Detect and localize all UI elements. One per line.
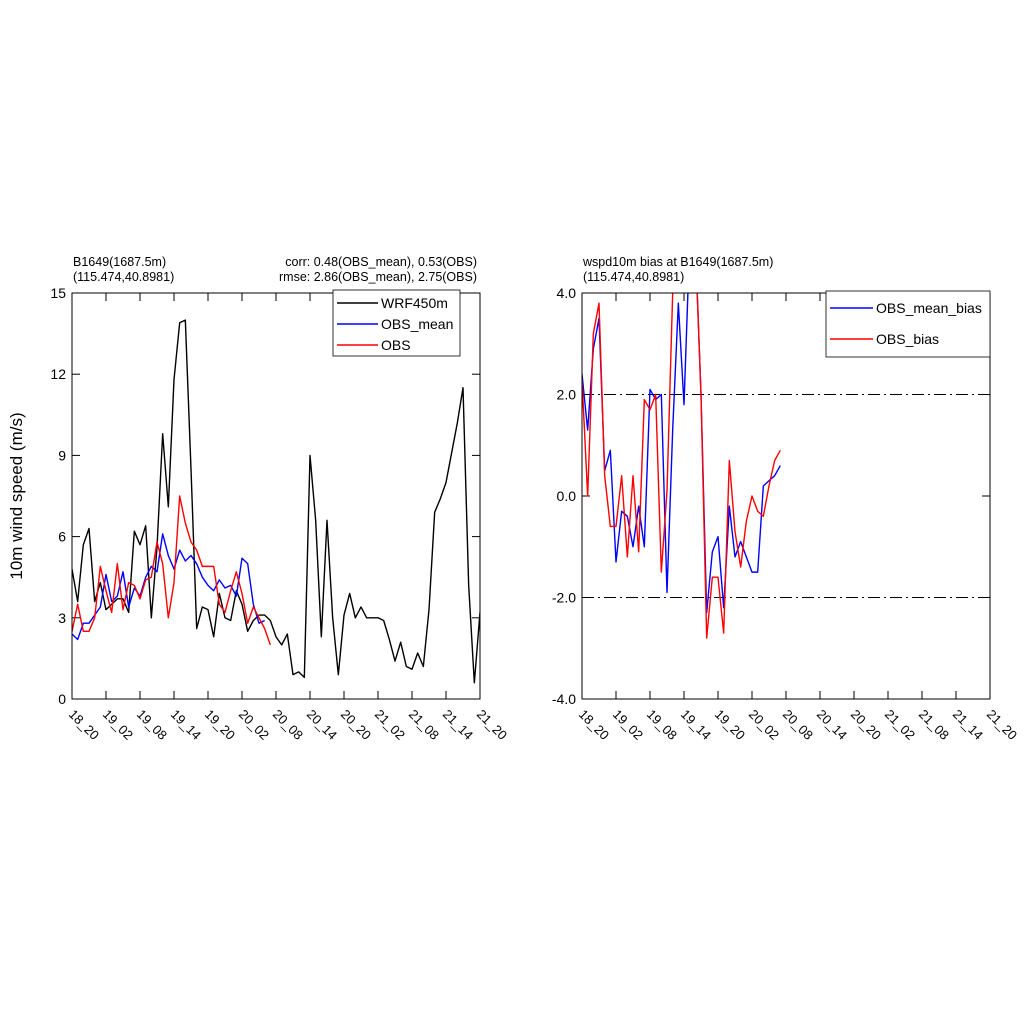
x-tick-label: 19_02	[100, 707, 136, 743]
chart-title: wspd10m bias at B1649(1687.5m)	[582, 255, 773, 269]
x-tick-label: 20_02	[236, 707, 272, 743]
x-tick-label: 21_08	[916, 707, 952, 743]
x-tick-label: 19_08	[134, 707, 170, 743]
x-tick-label: 20_14	[304, 707, 340, 743]
y-tick-label: 4.0	[557, 285, 577, 301]
y-tick-label: 3	[58, 610, 66, 626]
x-tick-label: 20_14	[814, 707, 850, 743]
x-tick-label: 21_02	[882, 707, 918, 743]
plot-frame	[71, 292, 481, 700]
legend-label: OBS_bias	[876, 331, 939, 347]
series-line	[72, 495, 271, 646]
x-tick-label: 19_14	[678, 707, 714, 743]
y-tick-label: 2.0	[557, 387, 577, 403]
x-tick-label: 18_20	[576, 707, 612, 743]
series-line	[582, 293, 781, 614]
stats-text: corr: 0.48(OBS_mean), 0.53(OBS)	[285, 255, 477, 269]
legend-label: OBS	[381, 337, 411, 353]
x-tick-label: 21_14	[440, 707, 476, 743]
x-tick-label: 21_14	[950, 707, 986, 743]
x-tick-label: 19_14	[168, 707, 204, 743]
legend-label: WRF450m	[381, 295, 448, 311]
x-tick-label: 20_08	[780, 707, 816, 743]
y-tick-label: 0.0	[557, 488, 577, 504]
stats-text: rmse: 2.86(OBS_mean), 2.75(OBS)	[279, 270, 477, 284]
x-tick-label: 21_08	[406, 707, 442, 743]
y-axis-label: 10m wind speed (m/s)	[7, 412, 26, 579]
plot-area	[582, 293, 781, 639]
chart-title: (115.474,40.8981)	[73, 270, 174, 284]
x-tick-label: 18_20	[66, 707, 102, 743]
legend-box	[825, 290, 991, 358]
legend-label: OBS_mean_bias	[876, 300, 982, 316]
x-tick-label: 20_20	[848, 707, 884, 743]
y-tick-label: 0	[58, 691, 66, 707]
x-tick-label: 20_08	[270, 707, 306, 743]
x-tick-label: 19_20	[712, 707, 748, 743]
series-line	[72, 319, 480, 684]
series-line	[582, 293, 781, 639]
y-tick-label: -2.0	[552, 590, 576, 606]
y-tick-label: 9	[58, 447, 66, 463]
y-tick-label: -4.0	[552, 691, 576, 707]
plot-area	[72, 319, 480, 684]
x-tick-label: 19_20	[202, 707, 238, 743]
y-tick-label: 6	[58, 529, 66, 545]
x-tick-label: 20_02	[746, 707, 782, 743]
chart-title: B1649(1687.5m)	[73, 255, 166, 269]
legend-label: OBS_mean	[381, 316, 453, 332]
y-tick-label: 12	[50, 366, 66, 382]
x-tick-label: 21_02	[372, 707, 408, 743]
x-tick-label: 21_20	[984, 707, 1020, 743]
plot-frame	[581, 292, 991, 700]
chart-title: (115.474,40.8981)	[583, 270, 684, 284]
x-tick-label: 20_20	[338, 707, 374, 743]
x-tick-label: 19_02	[610, 707, 646, 743]
x-tick-label: 21_20	[474, 707, 510, 743]
x-tick-label: 19_08	[644, 707, 680, 743]
y-tick-label: 15	[50, 285, 66, 301]
